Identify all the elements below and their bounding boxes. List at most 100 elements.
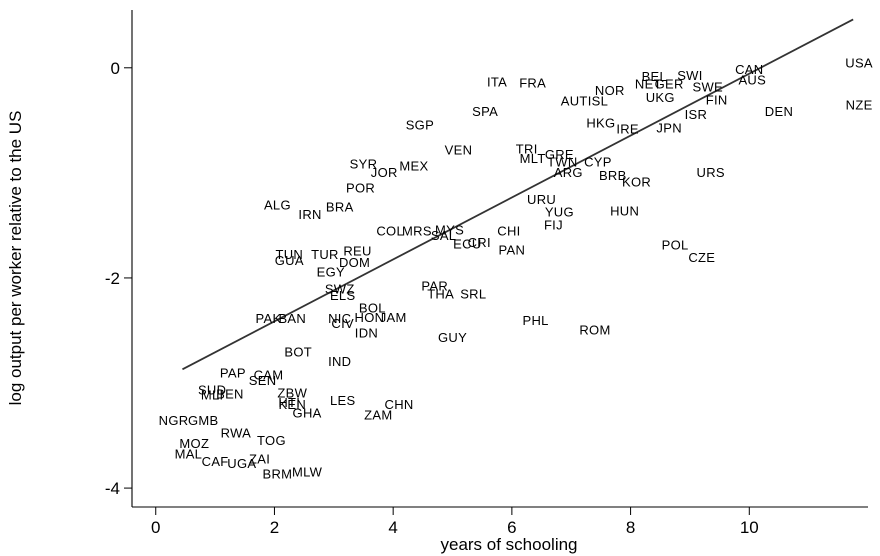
data-point-label: PAR	[421, 278, 448, 293]
data-point-label: FIJ	[544, 217, 563, 232]
data-point-label: EGY	[317, 265, 345, 280]
data-point-label: TUN	[275, 247, 303, 262]
data-point-label: ZAI	[249, 452, 270, 467]
data-point-label: MEX	[399, 159, 428, 174]
data-point-label: GER	[655, 77, 684, 92]
data-point-label: SWE	[692, 80, 723, 95]
data-point-label: BEL	[642, 69, 667, 84]
data-point-label: POL	[662, 237, 689, 252]
fit-line	[182, 18, 854, 371]
data-point-label: SPA	[472, 104, 498, 119]
data-point-label: ISR	[685, 107, 708, 122]
data-point-label: JAM	[380, 310, 407, 325]
data-point-label: BRM	[263, 466, 293, 481]
data-point-label: GUY	[438, 330, 467, 345]
data-point-label: MLT	[520, 151, 546, 166]
data-point-label: ZAM	[364, 408, 392, 423]
data-point-label: PAP	[220, 366, 246, 381]
data-point-label: MYS	[435, 223, 464, 238]
data-point-label: MAL	[175, 446, 203, 461]
data-point-label: VEN	[445, 143, 473, 158]
data-point-label: SWI	[677, 68, 702, 83]
data-point-label: CAF	[202, 454, 229, 469]
data-point-label: IRE	[616, 122, 639, 137]
data-point-label: HUN	[610, 204, 639, 219]
data-point-label: JOR	[371, 165, 398, 180]
data-point-label: SGP	[406, 118, 434, 133]
data-point-label: IDN	[355, 326, 378, 341]
data-point-label: CZE	[688, 250, 715, 265]
data-point-label: BRA	[326, 199, 354, 214]
y-axis-title: log output per worker relative to the US	[6, 111, 25, 406]
data-point-label: LES	[330, 393, 356, 408]
x-axis-ticks: 0 2 4 6 8 10	[151, 507, 759, 537]
data-point-label: NGR	[159, 413, 189, 428]
data-point-label: DEN	[765, 104, 793, 119]
data-point-label: BRB	[599, 168, 627, 183]
data-point-label: TOG	[257, 433, 286, 448]
data-point-label: BOL	[359, 300, 386, 315]
data-point-label: IND	[328, 354, 351, 369]
data-point-label: HON	[355, 310, 385, 325]
data-point-label: ITA	[487, 74, 507, 89]
data-point-label: IRN	[298, 207, 321, 222]
data-point-label: KOR	[622, 174, 651, 189]
y-tick-label: -2	[105, 269, 120, 288]
data-point-label: KEN	[278, 397, 306, 412]
data-point-label: GUA	[275, 253, 304, 268]
data-point-label: NIC	[328, 311, 351, 326]
data-point-label: HTI	[278, 395, 300, 410]
data-point-label: BEN	[216, 387, 244, 402]
data-point-label: URU	[527, 192, 556, 207]
data-point-label: SUD	[198, 382, 226, 397]
data-point-label: THA	[427, 287, 454, 302]
y-tick-label: -4	[105, 479, 120, 498]
data-point-label: MOZ	[179, 436, 209, 451]
data-point-label: NET	[635, 77, 662, 92]
data-point-label: CIV	[331, 316, 354, 331]
data-point-label: GRE	[545, 147, 574, 162]
data-point-label: MLW	[292, 464, 323, 479]
data-point-label: ZBW	[277, 385, 307, 400]
data-point-label: ISL	[588, 93, 608, 108]
data-point-label: YUG	[545, 205, 574, 220]
data-point-label: ARG	[554, 165, 583, 180]
x-tick-label: 6	[507, 518, 516, 537]
data-point-label: NOR	[595, 83, 625, 98]
data-point-label: AUT	[561, 93, 588, 108]
data-point-label: REU	[343, 244, 371, 259]
data-point-label: SAL	[431, 228, 456, 243]
data-point-label: SYR	[350, 156, 378, 171]
data-point-label: ECU	[453, 236, 481, 251]
data-point-label: AUS	[738, 72, 766, 87]
data-point-label: HKG	[586, 115, 615, 130]
y-tick-label: 0	[111, 59, 120, 78]
data-point-label: GHA	[293, 405, 322, 420]
data-point-label: PAN	[499, 243, 526, 258]
data-point-label: PAK	[256, 311, 282, 326]
data-point-label: DOM	[339, 255, 370, 270]
data-point-label: FRA	[519, 76, 546, 91]
data-point-label: GMB	[188, 413, 219, 428]
data-point-label: ROM	[579, 322, 610, 337]
data-point-label: BOT	[284, 344, 312, 359]
data-point-label: CHN	[385, 397, 414, 412]
data-point-label: USA	[845, 56, 873, 71]
data-point-label: NZE	[846, 98, 873, 113]
data-point-label: SRL	[460, 287, 486, 302]
y-axis-ticks: 0 -2 -4	[105, 59, 132, 498]
data-point-label: CAM	[254, 368, 284, 383]
x-axis-title: years of schooling	[440, 535, 577, 554]
data-point-label: COL	[376, 224, 404, 239]
x-tick-label: 2	[270, 518, 279, 537]
data-point-label: ELS	[330, 288, 356, 303]
data-point-label: CAN	[735, 62, 763, 77]
data-point-label: MLI	[201, 388, 224, 403]
data-point-label: TUR	[311, 247, 339, 262]
x-tick-label: 4	[388, 518, 397, 537]
data-point-label: SEN	[249, 373, 277, 388]
data-point-label: SWZ	[325, 281, 355, 296]
data-point-label: BAN	[278, 311, 306, 326]
